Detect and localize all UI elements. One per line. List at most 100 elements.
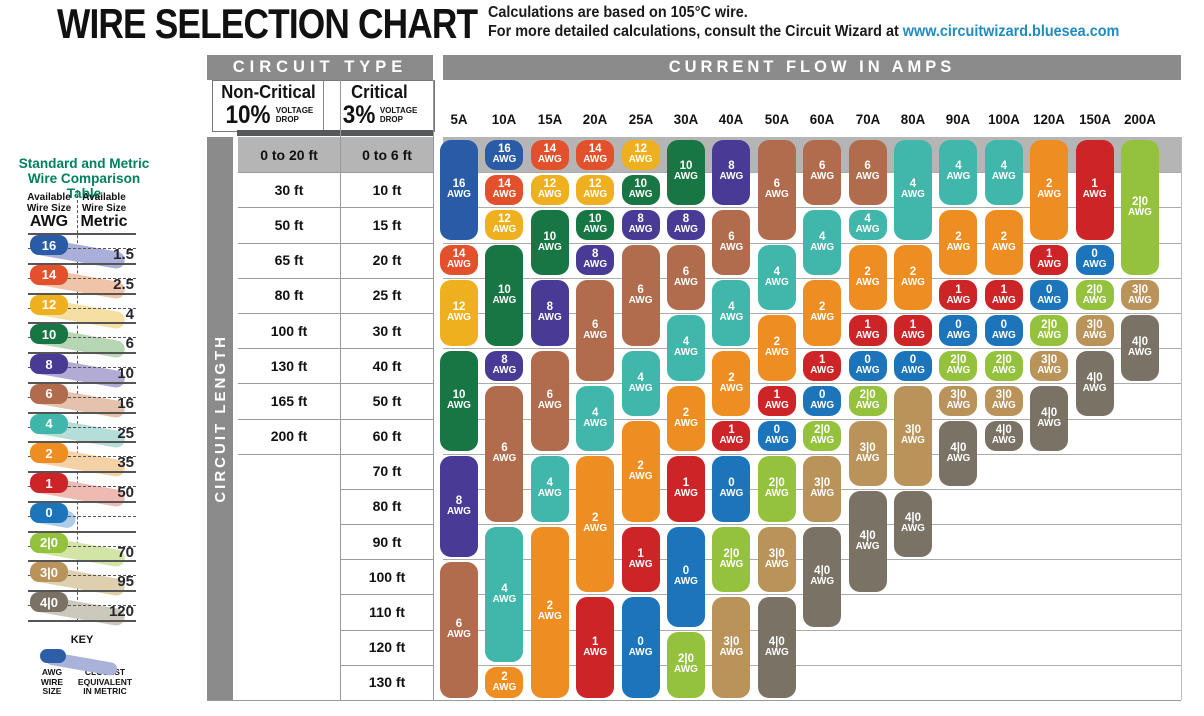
amp-column-header-40A: 40A <box>719 111 744 127</box>
wire-pill-10A-16: 16 AWG <box>485 139 524 170</box>
comparison-row-top-line <box>28 233 136 235</box>
awg-column-header-big: AWG <box>29 213 69 230</box>
header-divider-bar <box>237 130 434 136</box>
circuit-wizard-link[interactable]: www.circuitwizard.bluesea.com <box>902 23 1120 40</box>
wire-pill-200A-400: 4|0 AWG <box>1121 315 1159 381</box>
amps-row-line <box>443 277 1181 279</box>
amps-row-line <box>443 453 1181 455</box>
comparison-row-top-line <box>28 590 136 593</box>
amp-column-header-15A: 15A <box>537 111 562 127</box>
sidebar-awg-pill-6: 6 <box>30 383 68 404</box>
table-bottom-line <box>207 700 1181 701</box>
sidebar-awg-pill-0: 0 <box>30 502 68 523</box>
wire-pill-150A-0: 0 AWG <box>1075 245 1114 276</box>
wire-pill-100A-300: 3|0 AWG <box>984 385 1023 417</box>
wire-pill-25A-2: 2 AWG <box>621 421 660 522</box>
page-title: WIRE SELECTION CHART <box>57 0 478 47</box>
length-cell-critical: 15 ft <box>341 207 433 244</box>
amp-column-header-60A: 60A <box>809 111 835 127</box>
comparison-row-dashed-line <box>28 248 136 249</box>
circuit-type-header: CIRCUIT TYPE <box>207 55 433 80</box>
comparison-row-top-line <box>28 322 136 325</box>
wire-pill-20A-8: 8 AWG <box>576 245 615 276</box>
sidebar-awg-pill-10: 10 <box>30 324 68 345</box>
wire-pill-10A-10: 10 AWG <box>485 245 524 346</box>
length-cell-non-critical: 100 ft <box>238 313 340 350</box>
wire-pill-40A-2: 2 AWG <box>712 350 751 416</box>
wire-pill-90A-1: 1 AWG <box>939 280 978 311</box>
critical-column-header: Critical 3% VOLTAGE DROP <box>323 81 434 131</box>
wire-pill-50A-2: 2 AWG <box>757 315 796 381</box>
amps-row-line <box>443 383 1181 385</box>
current-flow-header: CURRENT FLOW IN AMPS <box>443 55 1181 80</box>
wire-pill-10A-14: 14 AWG <box>485 174 524 205</box>
amps-row-line <box>443 207 1181 209</box>
wire-pill-150A-400: 4|0 AWG <box>1075 350 1114 416</box>
wire-pill-60A-300: 3|0 AWG <box>803 456 842 522</box>
length-cell-critical: 30 ft <box>341 313 433 350</box>
metric-value: 10 <box>117 365 134 383</box>
wire-pill-15A-12: 12 AWG <box>530 174 569 205</box>
comparison-row-top-line <box>28 352 136 355</box>
amp-column-header-5A: 5A <box>450 111 468 127</box>
wire-pill-30A-0: 0 AWG <box>667 526 705 628</box>
wire-pill-200A-200: 2|0 AWG <box>1121 139 1159 276</box>
voltage-drop-header-box: Non-Critical 10% VOLTAGE DROP Critical 3%… <box>212 80 435 132</box>
length-cell-critical: 10 ft <box>341 172 433 209</box>
amp-column-header-90A: 90A <box>946 111 971 127</box>
comparison-row-dashed-line <box>28 337 136 339</box>
wire-pill-50A-300: 3|0 AWG <box>757 526 796 592</box>
amps-area-right-border <box>1181 137 1182 700</box>
wire-pill-50A-6: 6 AWG <box>757 139 796 241</box>
metric-value: 6 <box>125 335 134 353</box>
critical-label: Critical <box>350 81 408 102</box>
wire-pill-30A-1: 1 AWG <box>667 456 705 522</box>
length-cell-non-critical: 0 to 20 ft <box>238 137 340 174</box>
non-critical-percent: 10% <box>225 101 271 129</box>
wire-pill-25A-0: 0 AWG <box>621 596 660 698</box>
wire-pill-15A-6: 6 AWG <box>530 350 569 452</box>
length-cell-critical: 120 ft <box>341 630 433 666</box>
amp-column-header-200A: 200A <box>1124 111 1156 127</box>
wire-pill-40A-1: 1 AWG <box>712 421 751 452</box>
comparison-row-dashed-line <box>28 277 136 279</box>
wire-pill-120A-2: 2 AWG <box>1030 139 1069 241</box>
metric-value: 25 <box>117 424 134 442</box>
circuit-length-bar: CIRCUIT LENGTH <box>207 137 233 700</box>
wire-pill-10A-12: 12 AWG <box>485 209 524 241</box>
comparison-row-top-line <box>28 292 136 295</box>
wire-pill-90A-4: 4 AWG <box>939 139 978 205</box>
wire-pill-100A-0: 0 AWG <box>984 315 1023 346</box>
wire-pill-20A-12: 12 AWG <box>576 174 615 205</box>
amp-column-header-10A: 10A <box>492 111 517 127</box>
wire-pill-25A-10: 10 AWG <box>621 174 660 205</box>
sidebar-awg-pill-12: 12 <box>30 294 68 315</box>
wire-pill-15A-2: 2 AWG <box>530 526 569 698</box>
sidebar-awg-pill-4: 4 <box>30 413 68 434</box>
wire-pill-40A-6: 6 AWG <box>712 209 751 276</box>
metric-value: 35 <box>117 454 134 472</box>
wire-pill-40A-0: 0 AWG <box>712 456 751 522</box>
critical-percent: 3% <box>342 101 376 129</box>
wire-pill-80A-4: 4 AWG <box>894 139 932 241</box>
comparison-table-bottom-line <box>28 620 136 622</box>
metric-value: 4 <box>125 305 134 323</box>
wire-pill-50A-4: 4 AWG <box>757 245 796 311</box>
wire-pill-15A-10: 10 AWG <box>530 209 569 276</box>
sidebar-awg-pill-300: 3|0 <box>30 562 68 583</box>
wire-pill-200A-300: 3|0 AWG <box>1121 280 1159 311</box>
wire-pill-90A-2: 2 AWG <box>939 209 978 276</box>
wire-pill-60A-0: 0 AWG <box>803 385 842 417</box>
wire-pill-25A-12: 12 AWG <box>621 139 660 170</box>
metric-value: 50 <box>117 484 134 502</box>
comparison-row-dashed-line <box>28 396 136 398</box>
comparison-row-top-line <box>28 530 136 533</box>
wire-pill-10A-2: 2 AWG <box>485 667 524 698</box>
non-critical-column-header: Non-Critical 10% VOLTAGE DROP <box>213 81 323 131</box>
length-cell-non-critical: 65 ft <box>238 243 340 279</box>
wire-pill-80A-1: 1 AWG <box>894 315 932 346</box>
wire-pill-70A-6: 6 AWG <box>848 139 887 205</box>
wire-pill-40A-8: 8 AWG <box>712 139 751 205</box>
metric-value: 70 <box>117 543 134 561</box>
